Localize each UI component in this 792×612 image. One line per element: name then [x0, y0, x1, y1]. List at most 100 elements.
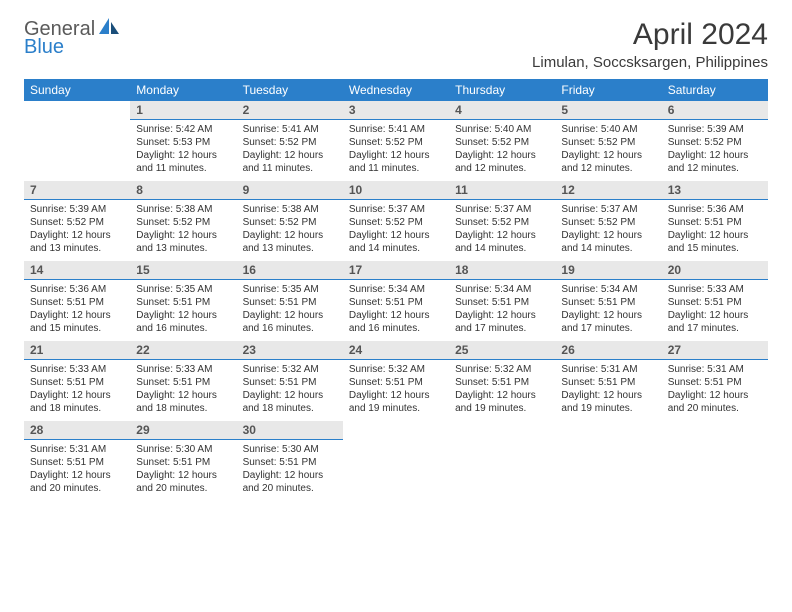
day-number: 22 — [130, 341, 236, 360]
day-body: Sunrise: 5:32 AMSunset: 5:51 PMDaylight:… — [237, 360, 343, 421]
day-number: 27 — [662, 341, 768, 360]
day-body: Sunrise: 5:37 AMSunset: 5:52 PMDaylight:… — [343, 200, 449, 261]
daylight-line: Daylight: 12 hours and 17 minutes. — [668, 309, 762, 335]
day-number: 17 — [343, 261, 449, 280]
sunrise-line: Sunrise: 5:37 AM — [349, 203, 443, 216]
month-title: April 2024 — [532, 18, 768, 52]
day-body: Sunrise: 5:37 AMSunset: 5:52 PMDaylight:… — [555, 200, 661, 261]
day-body: Sunrise: 5:37 AMSunset: 5:52 PMDaylight:… — [449, 200, 555, 261]
daylight-line: Daylight: 12 hours and 15 minutes. — [668, 229, 762, 255]
calendar-cell: 22Sunrise: 5:33 AMSunset: 5:51 PMDayligh… — [130, 341, 236, 421]
day-number: 30 — [237, 421, 343, 440]
day-number: 21 — [24, 341, 130, 360]
day-number: 1 — [130, 101, 236, 120]
sunrise-line: Sunrise: 5:39 AM — [668, 123, 762, 136]
day-body: Sunrise: 5:38 AMSunset: 5:52 PMDaylight:… — [130, 200, 236, 261]
sunset-line: Sunset: 5:52 PM — [561, 216, 655, 229]
sunset-line: Sunset: 5:51 PM — [243, 456, 337, 469]
day-number: 14 — [24, 261, 130, 280]
day-number: 15 — [130, 261, 236, 280]
calendar-cell: 4Sunrise: 5:40 AMSunset: 5:52 PMDaylight… — [449, 101, 555, 181]
day-body: Sunrise: 5:34 AMSunset: 5:51 PMDaylight:… — [555, 280, 661, 341]
day-body: Sunrise: 5:32 AMSunset: 5:51 PMDaylight:… — [343, 360, 449, 421]
sunrise-line: Sunrise: 5:33 AM — [136, 363, 230, 376]
daylight-line: Daylight: 12 hours and 12 minutes. — [668, 149, 762, 175]
calendar-cell: 7Sunrise: 5:39 AMSunset: 5:52 PMDaylight… — [24, 181, 130, 261]
calendar-cell: 15Sunrise: 5:35 AMSunset: 5:51 PMDayligh… — [130, 261, 236, 341]
daylight-line: Daylight: 12 hours and 11 minutes. — [136, 149, 230, 175]
calendar-cell: 27Sunrise: 5:31 AMSunset: 5:51 PMDayligh… — [662, 341, 768, 421]
sunrise-line: Sunrise: 5:35 AM — [243, 283, 337, 296]
day-body: Sunrise: 5:32 AMSunset: 5:51 PMDaylight:… — [449, 360, 555, 421]
day-number: 13 — [662, 181, 768, 200]
calendar-cell: 10Sunrise: 5:37 AMSunset: 5:52 PMDayligh… — [343, 181, 449, 261]
calendar-cell: 28Sunrise: 5:31 AMSunset: 5:51 PMDayligh… — [24, 421, 130, 501]
weekday-header: Thursday — [449, 79, 555, 101]
page-header: General Blue April 2024 Limulan, Soccsks… — [24, 18, 768, 71]
sunrise-line: Sunrise: 5:40 AM — [455, 123, 549, 136]
sunrise-line: Sunrise: 5:34 AM — [349, 283, 443, 296]
sunrise-line: Sunrise: 5:32 AM — [455, 363, 549, 376]
day-body: Sunrise: 5:31 AMSunset: 5:51 PMDaylight:… — [555, 360, 661, 421]
day-number: 20 — [662, 261, 768, 280]
calendar-cell: 25Sunrise: 5:32 AMSunset: 5:51 PMDayligh… — [449, 341, 555, 421]
sunset-line: Sunset: 5:51 PM — [136, 456, 230, 469]
daylight-line: Daylight: 12 hours and 19 minutes. — [561, 389, 655, 415]
calendar-cell: 18Sunrise: 5:34 AMSunset: 5:51 PMDayligh… — [449, 261, 555, 341]
day-number: 23 — [237, 341, 343, 360]
weekday-header: Saturday — [662, 79, 768, 101]
day-number: 8 — [130, 181, 236, 200]
calendar-cell: 13Sunrise: 5:36 AMSunset: 5:51 PMDayligh… — [662, 181, 768, 261]
sunset-line: Sunset: 5:51 PM — [561, 376, 655, 389]
calendar-cell: 23Sunrise: 5:32 AMSunset: 5:51 PMDayligh… — [237, 341, 343, 421]
day-number: 18 — [449, 261, 555, 280]
sunset-line: Sunset: 5:51 PM — [136, 296, 230, 309]
day-body: Sunrise: 5:35 AMSunset: 5:51 PMDaylight:… — [130, 280, 236, 341]
daylight-line: Daylight: 12 hours and 14 minutes. — [455, 229, 549, 255]
weekday-row: SundayMondayTuesdayWednesdayThursdayFrid… — [24, 79, 768, 101]
daylight-line: Daylight: 12 hours and 17 minutes. — [561, 309, 655, 335]
day-body: Sunrise: 5:41 AMSunset: 5:52 PMDaylight:… — [237, 120, 343, 181]
daylight-line: Daylight: 12 hours and 13 minutes. — [136, 229, 230, 255]
sunset-line: Sunset: 5:52 PM — [668, 136, 762, 149]
daylight-line: Daylight: 12 hours and 16 minutes. — [243, 309, 337, 335]
calendar-week-row: 14Sunrise: 5:36 AMSunset: 5:51 PMDayligh… — [24, 261, 768, 341]
daylight-line: Daylight: 12 hours and 11 minutes. — [349, 149, 443, 175]
calendar-cell: 20Sunrise: 5:33 AMSunset: 5:51 PMDayligh… — [662, 261, 768, 341]
day-body: Sunrise: 5:36 AMSunset: 5:51 PMDaylight:… — [24, 280, 130, 341]
weekday-header: Wednesday — [343, 79, 449, 101]
daylight-line: Daylight: 12 hours and 15 minutes. — [30, 309, 124, 335]
calendar-cell — [343, 421, 449, 501]
calendar-cell: 12Sunrise: 5:37 AMSunset: 5:52 PMDayligh… — [555, 181, 661, 261]
daylight-line: Daylight: 12 hours and 11 minutes. — [243, 149, 337, 175]
daylight-line: Daylight: 12 hours and 14 minutes. — [349, 229, 443, 255]
weekday-header: Friday — [555, 79, 661, 101]
sunrise-line: Sunrise: 5:31 AM — [668, 363, 762, 376]
day-body: Sunrise: 5:35 AMSunset: 5:51 PMDaylight:… — [237, 280, 343, 341]
sunrise-line: Sunrise: 5:33 AM — [30, 363, 124, 376]
sunrise-line: Sunrise: 5:36 AM — [668, 203, 762, 216]
calendar-cell: 8Sunrise: 5:38 AMSunset: 5:52 PMDaylight… — [130, 181, 236, 261]
sunset-line: Sunset: 5:51 PM — [243, 376, 337, 389]
sunset-line: Sunset: 5:52 PM — [243, 136, 337, 149]
sunset-line: Sunset: 5:52 PM — [243, 216, 337, 229]
calendar-week-row: 21Sunrise: 5:33 AMSunset: 5:51 PMDayligh… — [24, 341, 768, 421]
daylight-line: Daylight: 12 hours and 19 minutes. — [349, 389, 443, 415]
calendar-cell: 19Sunrise: 5:34 AMSunset: 5:51 PMDayligh… — [555, 261, 661, 341]
sunrise-line: Sunrise: 5:30 AM — [243, 443, 337, 456]
calendar-table: SundayMondayTuesdayWednesdayThursdayFrid… — [24, 79, 768, 501]
day-number: 10 — [343, 181, 449, 200]
sunrise-line: Sunrise: 5:35 AM — [136, 283, 230, 296]
day-body: Sunrise: 5:34 AMSunset: 5:51 PMDaylight:… — [449, 280, 555, 341]
sunset-line: Sunset: 5:51 PM — [30, 296, 124, 309]
day-body: Sunrise: 5:40 AMSunset: 5:52 PMDaylight:… — [449, 120, 555, 181]
day-body: Sunrise: 5:31 AMSunset: 5:51 PMDaylight:… — [662, 360, 768, 421]
calendar-week-row: 7Sunrise: 5:39 AMSunset: 5:52 PMDaylight… — [24, 181, 768, 261]
sunset-line: Sunset: 5:51 PM — [349, 296, 443, 309]
day-number: 11 — [449, 181, 555, 200]
sunset-line: Sunset: 5:53 PM — [136, 136, 230, 149]
sunset-line: Sunset: 5:51 PM — [455, 376, 549, 389]
calendar-cell: 6Sunrise: 5:39 AMSunset: 5:52 PMDaylight… — [662, 101, 768, 181]
day-body: Sunrise: 5:40 AMSunset: 5:52 PMDaylight:… — [555, 120, 661, 181]
sunrise-line: Sunrise: 5:34 AM — [455, 283, 549, 296]
